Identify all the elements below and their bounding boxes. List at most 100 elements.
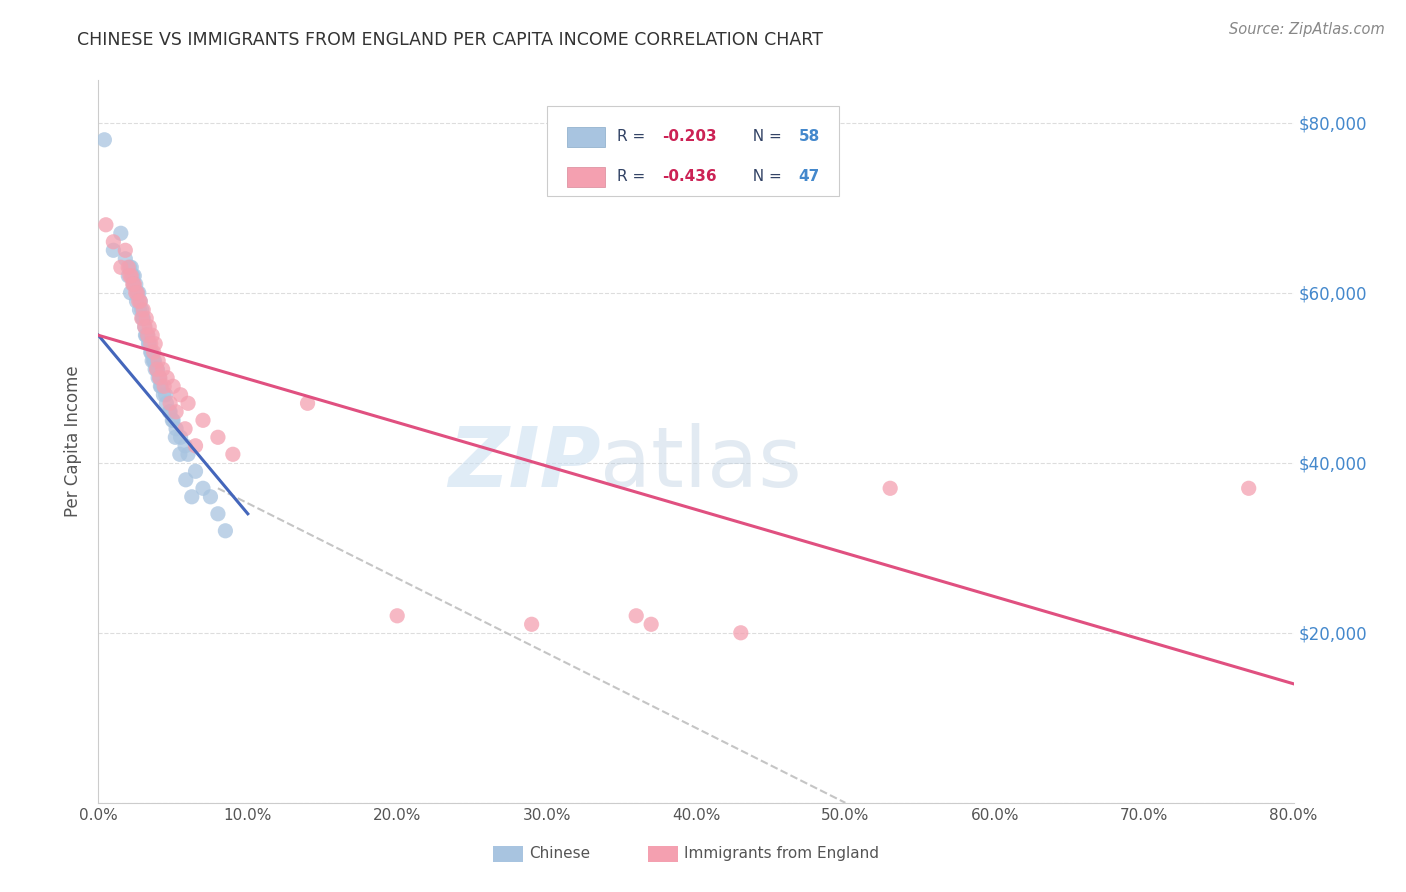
Point — [118, 260, 141, 275]
Point — [134, 328, 156, 343]
Point — [120, 285, 142, 300]
Point — [297, 396, 319, 410]
Point — [149, 379, 172, 393]
Point — [177, 447, 200, 461]
Point — [138, 319, 160, 334]
Point — [110, 227, 132, 241]
Point — [155, 396, 177, 410]
Text: Immigrants from England: Immigrants from England — [685, 846, 879, 861]
Bar — [567, 128, 605, 147]
Point — [124, 268, 146, 283]
Point — [162, 413, 184, 427]
Point — [169, 388, 191, 402]
Point — [153, 379, 176, 393]
Point — [174, 439, 197, 453]
Point — [127, 285, 149, 300]
Point — [132, 311, 155, 326]
Point — [134, 319, 156, 334]
Point — [110, 260, 132, 275]
Point — [141, 345, 163, 359]
Bar — [494, 847, 523, 862]
Point — [128, 285, 150, 300]
Point — [152, 362, 174, 376]
Point — [177, 396, 200, 410]
Point — [129, 294, 152, 309]
Point — [156, 371, 179, 385]
Text: ZIP: ZIP — [447, 423, 600, 504]
Point — [162, 379, 184, 393]
Point — [114, 244, 136, 258]
Point — [184, 439, 207, 453]
FancyBboxPatch shape — [547, 105, 839, 196]
Point — [122, 277, 145, 292]
Point — [207, 507, 229, 521]
Point — [135, 328, 157, 343]
Point — [152, 388, 174, 402]
Point — [207, 430, 229, 444]
Point — [169, 430, 191, 444]
Point — [103, 244, 125, 258]
Text: -0.436: -0.436 — [662, 169, 717, 184]
Point — [174, 422, 197, 436]
Point — [139, 345, 162, 359]
Text: -0.203: -0.203 — [662, 129, 717, 145]
Point — [141, 353, 163, 368]
Point — [129, 294, 152, 309]
Text: 58: 58 — [799, 129, 820, 145]
Point — [120, 260, 142, 275]
Point — [134, 319, 156, 334]
Point — [135, 311, 157, 326]
Point — [165, 405, 187, 419]
Point — [139, 336, 162, 351]
Point — [138, 336, 160, 351]
Point — [118, 268, 141, 283]
Point — [169, 447, 191, 461]
Point — [143, 353, 166, 368]
Point — [143, 362, 166, 376]
Point — [145, 362, 167, 376]
Bar — [567, 167, 605, 187]
Point — [136, 328, 159, 343]
Point — [640, 617, 662, 632]
Point — [141, 328, 163, 343]
Point — [103, 235, 125, 249]
Point — [138, 336, 160, 351]
Point — [150, 379, 173, 393]
Point — [114, 252, 136, 266]
Point — [159, 396, 181, 410]
Text: N =: N = — [742, 129, 786, 145]
Point — [159, 405, 181, 419]
Text: atlas: atlas — [600, 423, 801, 504]
Point — [162, 413, 184, 427]
Point — [148, 371, 170, 385]
Point — [149, 371, 172, 385]
Point — [385, 608, 409, 623]
Point — [120, 268, 142, 283]
Point — [200, 490, 222, 504]
Point — [128, 302, 150, 317]
Point — [148, 353, 170, 368]
Point — [626, 608, 648, 623]
Point — [132, 302, 155, 317]
Point — [125, 285, 148, 300]
Point — [146, 362, 169, 376]
Point — [142, 353, 165, 368]
Point — [157, 405, 180, 419]
Point — [125, 294, 148, 309]
Point — [145, 362, 167, 376]
Point — [117, 268, 139, 283]
Point — [131, 302, 153, 317]
Bar — [648, 847, 678, 862]
Point — [121, 277, 143, 292]
Point — [128, 294, 150, 309]
Point — [191, 481, 214, 495]
Point — [165, 430, 187, 444]
Text: R =: R = — [617, 129, 650, 145]
Point — [214, 524, 236, 538]
Point — [142, 345, 165, 359]
Text: Source: ZipAtlas.com: Source: ZipAtlas.com — [1229, 22, 1385, 37]
Point — [155, 388, 177, 402]
Y-axis label: Per Capita Income: Per Capita Income — [65, 366, 83, 517]
Text: 47: 47 — [799, 169, 820, 184]
Point — [143, 336, 166, 351]
